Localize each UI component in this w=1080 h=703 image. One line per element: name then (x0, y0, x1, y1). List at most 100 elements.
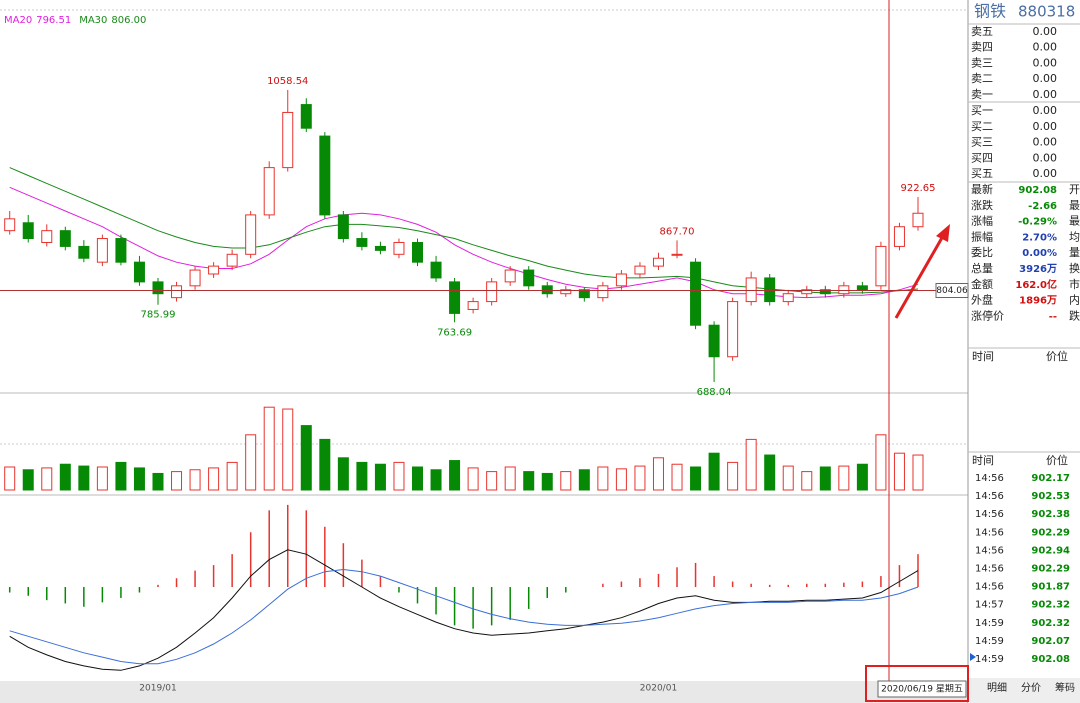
stat-value: -- (1049, 311, 1057, 322)
trade-price: 901.87 (1031, 582, 1070, 593)
tab[interactable]: 筹码 (1055, 681, 1075, 694)
trade-time: 14:59 (975, 636, 1004, 647)
trade-price: 902.38 (1031, 509, 1070, 520)
trade-price: 902.94 (1031, 545, 1070, 556)
high-label: 867.70 (660, 226, 695, 237)
volume-bar (578, 469, 590, 491)
x-tick-label: 2019/01 (139, 684, 176, 694)
stat-label: 振幅 (971, 229, 993, 243)
stat-side: 跌 (1069, 308, 1080, 322)
volume-bar (245, 434, 257, 491)
stat-label: 涨跌 (971, 198, 993, 212)
price-tag-box (935, 283, 969, 299)
volume-bar (856, 463, 868, 491)
book-value: 0.00 (1033, 151, 1058, 164)
book-value: 0.00 (1033, 88, 1058, 101)
quote-code: 880318 (1018, 3, 1075, 21)
candle-body (671, 253, 683, 256)
trade-time: 14:56 (975, 473, 1004, 484)
trade-time: 14:59 (975, 618, 1004, 629)
volume-bar (337, 457, 349, 491)
volume-bar (263, 406, 275, 491)
book-label: 买一 (971, 104, 993, 117)
stat-side: 最 (1069, 199, 1080, 212)
volume-bar (189, 469, 201, 491)
stat-side: 量 (1069, 246, 1080, 259)
trade-price: 902.32 (1031, 600, 1070, 611)
candle-body (745, 277, 757, 303)
volume-bar (764, 454, 776, 491)
candle-body (764, 277, 776, 303)
price-tag: 804.06 (936, 286, 968, 296)
volume-bar (300, 425, 312, 491)
stat-label: 最新 (971, 182, 993, 196)
volume-bar (801, 471, 813, 491)
trade-price: 902.32 (1031, 618, 1070, 629)
volume-bar (78, 465, 90, 491)
stat-label: 总量 (971, 261, 993, 275)
stat-side: 内 (1069, 293, 1080, 307)
book-label: 卖四 (971, 41, 993, 54)
tab[interactable]: 分价 (1021, 682, 1041, 694)
volume-bar (690, 466, 702, 491)
candle-body (597, 285, 609, 299)
candle-body (486, 281, 498, 303)
stat-value: 902.08 (1018, 185, 1057, 196)
trade-time: 14:57 (975, 600, 1004, 611)
legend-name: MA20 (4, 15, 32, 26)
candle-body (319, 135, 331, 216)
book-label: 买五 (971, 167, 993, 180)
high-label: 1058.54 (267, 76, 308, 87)
stat-label: 委比 (971, 246, 993, 259)
volume-bar (745, 438, 757, 491)
volume-bar (59, 463, 71, 491)
candle-body (801, 289, 813, 295)
book-value: 0.00 (1033, 167, 1058, 180)
arrow-head (936, 224, 950, 242)
candle-body (504, 269, 516, 283)
high-label: 922.65 (900, 183, 935, 194)
volume-bar (597, 466, 609, 491)
volume-bar (41, 467, 53, 491)
candle-body (22, 222, 34, 240)
candle-body (541, 285, 553, 295)
candle-body (467, 301, 479, 310)
trade-price: 902.29 (1031, 527, 1070, 538)
candle-body (782, 293, 794, 303)
macd-line (9, 549, 919, 671)
candle-body (560, 289, 572, 295)
trade-price: 902.29 (1031, 564, 1070, 575)
candle-body (875, 245, 887, 287)
volume-bar (171, 471, 183, 491)
volume-bar (523, 471, 535, 491)
col-header: 价位 (1046, 349, 1068, 363)
pointer (970, 653, 976, 661)
book-label: 卖二 (971, 72, 993, 85)
candle-body (356, 238, 368, 247)
volume-bar (727, 461, 739, 491)
book-value: 0.00 (1033, 104, 1058, 117)
tab[interactable]: 明细 (987, 681, 1007, 694)
volume-bar (115, 461, 127, 491)
volume-bar (356, 461, 368, 491)
volume-bar (819, 466, 831, 491)
stat-label: 涨幅 (971, 215, 993, 228)
volume-bar (893, 452, 905, 491)
book-label: 买三 (971, 136, 993, 149)
volume-bar (486, 471, 498, 491)
stat-value: 3926万 (1019, 263, 1057, 275)
volume-bar (634, 465, 646, 491)
candle-body (708, 324, 720, 358)
stat-value: 162.0亿 (1015, 278, 1057, 291)
stat-value: -2.66 (1028, 201, 1057, 212)
trade-time: 14:56 (975, 491, 1004, 502)
volume-bar (22, 469, 34, 491)
candle-body (430, 261, 442, 279)
volume-bar (133, 467, 145, 491)
highlight-box (865, 665, 969, 702)
volume-bar (838, 465, 850, 491)
volume-bar (208, 467, 220, 491)
volume-bar (875, 434, 887, 491)
volume-bar (560, 471, 572, 491)
